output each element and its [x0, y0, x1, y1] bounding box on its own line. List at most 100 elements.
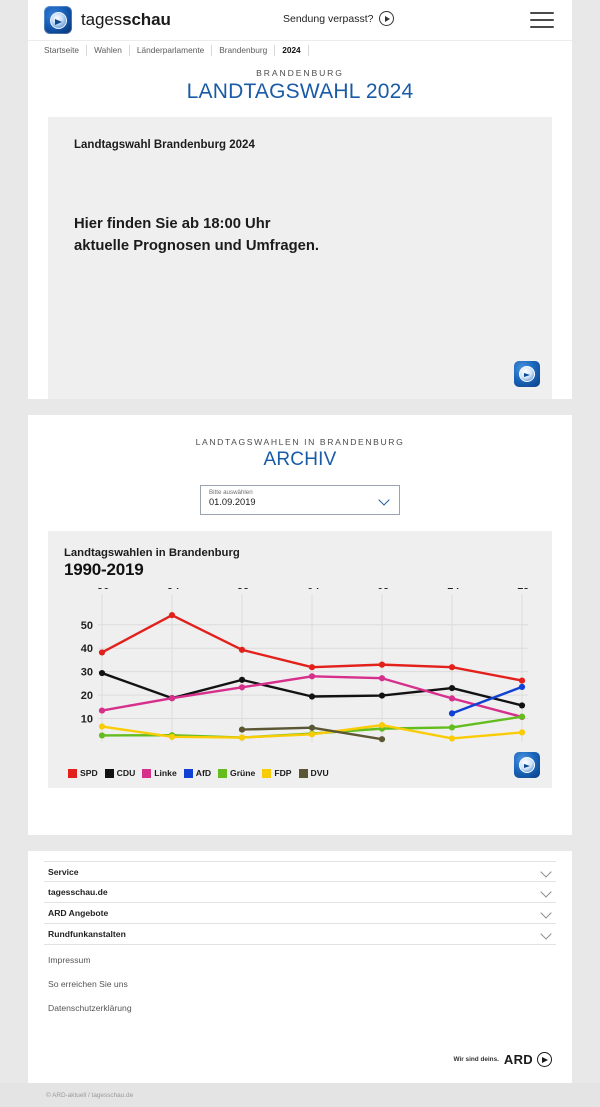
footer-accordion-rundfunkanstalten[interactable]: Rundfunkanstalten: [44, 924, 556, 945]
teaser-inner: Landtagswahl Brandenburg 2024 Hier finde…: [48, 117, 552, 399]
series-SPD: [98, 612, 526, 684]
chart-plot-area: 10 20 30 40 50 '90 '94 '99 '04 '09 '14 '19: [64, 588, 536, 764]
accordion-label: tagesschau.de: [48, 887, 108, 897]
ard-wordmark: ARD: [503, 1052, 533, 1067]
legend-swatch-icon: [183, 768, 193, 778]
footer-link-datenschutz[interactable]: Datenschutzerklärung: [48, 1003, 132, 1013]
series-AfD: [448, 683, 526, 717]
election-date-select[interactable]: Bitte auswählen 01.09.2019: [200, 485, 400, 515]
legend-swatch-icon: [218, 768, 228, 778]
footer-accordion-tagesschau[interactable]: tagesschau.de: [44, 882, 556, 903]
accordion-label: Service: [48, 866, 79, 877]
teaser-line-2: aktuelle Prognosen und Umfragen.: [74, 238, 320, 255]
legend-label: SPD: [80, 768, 98, 778]
legend-item-CDU[interactable]: CDU: [104, 768, 136, 778]
missed-show-label: Sendung verpasst?: [283, 12, 374, 25]
legend-label: AfD: [195, 768, 212, 778]
legend-item-FDP[interactable]: FDP: [262, 768, 292, 778]
legend-swatch-icon: [104, 768, 114, 778]
teaser-body: Hier finden Sie ab 18:00 Uhr aktuelle Pr…: [74, 213, 526, 258]
legend-label: Linke: [154, 768, 177, 778]
site-footer: Service tagesschau.de ARD Angebote Rundf…: [28, 851, 572, 1083]
tagesschau-watermark-icon: [514, 752, 540, 778]
election-history-chart: Landtagswahlen in Brandenburg 1990-2019 …: [48, 531, 552, 788]
legend-item-Linke[interactable]: Linke: [142, 768, 177, 778]
wordmark-light: tages: [81, 10, 123, 29]
tagesschau-watermark-icon: [514, 361, 540, 387]
legend-swatch-icon: [68, 768, 77, 778]
x-axis-tick-90: '90: [95, 588, 110, 592]
ard-logo: Wir sind deins. ARD: [454, 1052, 552, 1067]
y-axis-tick-50: 50: [81, 620, 93, 632]
copyright-bar: © ARD-aktuell / tagesschau.de: [0, 1083, 600, 1107]
chart-legend: SPD CDU Linke AfD Grüne FDP DVU: [64, 768, 536, 778]
teaser-line-1: Hier finden Sie ab 18:00 Uhr: [74, 216, 271, 232]
x-axis-tick-99: '99: [235, 588, 250, 592]
legend-item-AfD[interactable]: AfD: [183, 768, 212, 778]
site-header: tagesschau Sendung verpasst? Startseite …: [28, 0, 572, 60]
series-DVU: [238, 724, 386, 743]
copyright-text: © ARD-aktuell / tagesschau.de: [46, 1092, 134, 1099]
legend-swatch-icon: [262, 768, 272, 778]
x-axis-tick-14: '14: [445, 588, 461, 592]
chevron-down-icon[interactable]: [542, 908, 552, 918]
legend-swatch-icon: [298, 768, 308, 778]
breadcrumb-item-2024[interactable]: 2024: [275, 44, 309, 56]
breadcrumb: Startseite Wahlen Länderparlamente Brand…: [28, 40, 572, 59]
footer-link-kontakt[interactable]: So erreichen Sie uns: [48, 979, 128, 989]
archive-kicker: LANDTAGSWAHLEN IN BRANDENBURG: [195, 437, 405, 447]
hamburger-menu-icon[interactable]: [530, 12, 554, 28]
footer-links: Impressum So erreichen Sie uns Datenschu…: [44, 945, 556, 1013]
legend-item-SPD[interactable]: SPD: [68, 768, 98, 778]
chevron-down-icon[interactable]: [542, 929, 552, 939]
tagesschau-logo-icon[interactable]: [44, 6, 72, 34]
footer-link-impressum[interactable]: Impressum: [48, 955, 91, 965]
legend-item-Grüne[interactable]: Grüne: [218, 768, 255, 778]
y-axis-tick-10: 10: [81, 714, 93, 726]
select-floating-label: Bitte auswählen: [209, 489, 253, 496]
chart-title: 1990-2019: [64, 560, 144, 579]
select-value: 01.09.2019: [209, 497, 256, 507]
chart-subtitle: Landtagswahlen in Brandenburg: [64, 547, 240, 559]
chevron-down-icon[interactable]: [379, 495, 390, 506]
play-icon[interactable]: [379, 11, 395, 26]
accordion-label: Rundfunkanstalten: [48, 929, 126, 939]
footer-accordion-service[interactable]: Service: [44, 861, 556, 882]
breadcrumb-item-brandenburg[interactable]: Brandenburg: [212, 44, 276, 56]
ard-eins-glyph: [519, 366, 535, 382]
ard-eins-glyph: [49, 11, 67, 29]
y-axis-tick-40: 40: [81, 643, 93, 655]
y-axis-tick-20: 20: [81, 690, 93, 702]
legend-label: CDU: [116, 768, 136, 778]
ard-claim: Wir sind deins.: [453, 1056, 499, 1063]
header-bar: tagesschau Sendung verpasst?: [28, 0, 572, 40]
footer-accordion-ard-angebote[interactable]: ARD Angebote: [44, 903, 556, 924]
tagesschau-wordmark[interactable]: tagesschau: [81, 10, 171, 30]
burger-line: [530, 12, 554, 15]
archive-section: LANDTAGSWAHLEN IN BRANDENBURG ARCHIV Bit…: [28, 415, 572, 835]
x-axis-tick-94: '94: [165, 588, 181, 592]
burger-line: [530, 18, 554, 21]
breadcrumb-item-laenderparlamente[interactable]: Länderparlamente: [130, 44, 213, 56]
legend-item-DVU[interactable]: DVU: [298, 768, 329, 778]
wordmark-bold: schau: [122, 10, 171, 29]
legend-label: DVU: [310, 768, 329, 778]
x-axis-tick-19: '19: [515, 588, 530, 592]
teaser-label: Landtagswahl Brandenburg 2024: [74, 139, 255, 151]
page-kicker: BRANDENBURG: [256, 68, 344, 78]
chevron-down-icon[interactable]: [542, 867, 552, 877]
legend-label: FDP: [274, 768, 292, 778]
burger-line: [530, 25, 554, 28]
breadcrumb-item-startseite[interactable]: Startseite: [44, 44, 88, 56]
page-title-block: BRANDENBURG LANDTAGSWAHL 2024: [28, 60, 572, 109]
legend-swatch-icon: [142, 768, 152, 778]
chart-svg: 10 20 30 40 50 '90 '94 '99 '04 '09 '14 '19: [81, 588, 530, 743]
series-FDP: [98, 722, 526, 742]
breadcrumb-item-wahlen[interactable]: Wahlen: [87, 44, 130, 56]
accordion-label: ARD Angebote: [48, 908, 109, 918]
missed-show-link[interactable]: Sendung verpasst?: [283, 11, 395, 26]
ard-eins-icon: [537, 1052, 552, 1067]
archive-title: ARCHIV: [263, 449, 337, 470]
chevron-down-icon[interactable]: [542, 887, 552, 897]
